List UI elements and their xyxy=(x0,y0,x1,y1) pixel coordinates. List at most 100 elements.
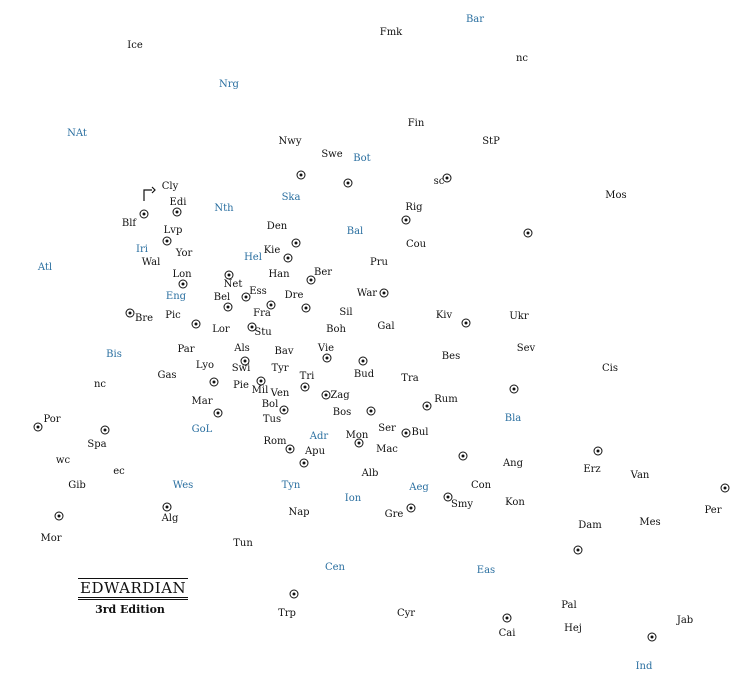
supply-center-icon xyxy=(296,170,306,180)
sea-label-bis: Bis xyxy=(106,349,122,360)
province-label-gre: Gre xyxy=(384,509,404,520)
supply-center-icon xyxy=(266,300,276,310)
supply-center-icon xyxy=(291,238,301,248)
province-label-fin: Fin xyxy=(407,118,425,129)
province-label-tyr: Tyr xyxy=(271,363,289,374)
province-label-kie: Kie xyxy=(263,245,281,256)
sea-label-nat: NAt xyxy=(67,128,87,139)
province-label-nc: nc xyxy=(515,53,529,64)
province-label-rig: Rig xyxy=(405,202,423,213)
province-label-ven: Ven xyxy=(270,388,290,399)
province-label-bel: Bel xyxy=(213,292,231,303)
province-label-ber: Ber xyxy=(313,267,333,278)
province-label-blf: Blf xyxy=(121,218,137,229)
supply-center-icon xyxy=(306,275,316,285)
supply-center-icon xyxy=(191,319,201,329)
supply-center-icon xyxy=(299,458,309,468)
province-label-ess: Ess xyxy=(249,286,267,297)
sea-label-adr: Adr xyxy=(309,431,329,442)
supply-center-icon xyxy=(139,209,149,219)
province-label-tun: Tun xyxy=(233,538,253,549)
province-label-jab: Jab xyxy=(676,615,694,626)
supply-center-icon xyxy=(401,428,411,438)
province-label-ec: ec xyxy=(113,466,125,477)
map-title: EDWARDIAN xyxy=(78,578,189,600)
sea-label-iri: Iri xyxy=(136,244,148,255)
province-label-per: Per xyxy=(704,505,722,516)
supply-center-icon xyxy=(358,356,368,366)
province-label-lyo: Lyo xyxy=(195,360,215,371)
supply-center-icon xyxy=(502,613,512,623)
province-label-alb: Alb xyxy=(361,468,379,479)
province-label-ukr: Ukr xyxy=(509,311,529,322)
province-label-nc2: nc xyxy=(93,379,107,390)
province-label-pic: Pic xyxy=(165,310,181,321)
sea-label-nrg: Nrg xyxy=(219,79,239,90)
supply-center-icon xyxy=(178,279,188,289)
province-label-tus: Tus xyxy=(262,414,282,425)
province-label-bol: Bol xyxy=(261,399,279,410)
province-label-mos: Mos xyxy=(605,190,627,201)
supply-center-icon xyxy=(256,376,266,386)
province-label-nap: Nap xyxy=(288,507,310,518)
supply-center-icon xyxy=(720,483,730,493)
supply-center-icon xyxy=(442,173,452,183)
sea-label-eng: Eng xyxy=(165,291,187,302)
supply-center-icon xyxy=(247,322,257,332)
clyde-arrow-icon xyxy=(143,186,156,201)
province-label-gas: Gas xyxy=(157,370,177,381)
province-label-als: Als xyxy=(234,343,250,354)
province-label-bos: Bos xyxy=(332,407,352,418)
province-label-wal: Wal xyxy=(141,257,161,268)
supply-center-icon xyxy=(54,511,64,521)
supply-center-icon xyxy=(283,253,293,263)
province-label-pal: Pal xyxy=(561,600,577,611)
supply-center-icon xyxy=(573,545,583,555)
province-label-lvp: Lvp xyxy=(163,225,183,236)
province-label-boh: Boh xyxy=(326,324,346,335)
province-label-mor: Mor xyxy=(40,533,62,544)
province-label-hej: Hej xyxy=(564,623,582,634)
sea-label-bal: Bal xyxy=(346,226,364,237)
province-label-por: Por xyxy=(43,414,61,425)
supply-center-icon xyxy=(461,318,471,328)
province-label-ang: Ang xyxy=(502,458,524,469)
province-label-bud: Bud xyxy=(353,369,375,380)
province-label-vie: Vie xyxy=(317,343,335,354)
supply-center-icon xyxy=(443,492,453,502)
supply-center-icon xyxy=(523,228,533,238)
province-label-han: Han xyxy=(268,269,290,280)
province-label-dre: Dre xyxy=(284,290,304,301)
province-label-stu: Stu xyxy=(254,327,272,338)
province-label-lor: Lor xyxy=(212,324,230,335)
sea-label-eas: Eas xyxy=(476,565,496,576)
province-label-yor: Yor xyxy=(175,248,193,259)
supply-center-icon xyxy=(213,408,223,418)
province-label-pru: Pru xyxy=(370,257,388,268)
sea-label-wes: Wes xyxy=(172,480,194,491)
province-label-rum: Rum xyxy=(434,394,458,405)
sea-label-ion: Ion xyxy=(344,493,362,504)
province-label-trp: Trp xyxy=(278,608,296,619)
province-label-smy: Smy xyxy=(451,499,473,510)
province-label-den: Den xyxy=(266,221,288,232)
sea-label-bla: Bla xyxy=(504,413,522,424)
province-label-dam: Dam xyxy=(578,520,602,531)
supply-center-icon xyxy=(458,451,468,461)
province-label-van: Van xyxy=(630,470,650,481)
province-label-cou: Cou xyxy=(405,239,427,250)
supply-center-icon xyxy=(300,382,310,392)
sea-label-bar: Bar xyxy=(465,14,485,25)
supply-center-icon xyxy=(343,178,353,188)
sea-label-hel: Hel xyxy=(244,252,262,263)
supply-center-icon xyxy=(406,503,416,513)
province-label-cyr: Cyr xyxy=(396,608,416,619)
province-label-spa: Spa xyxy=(87,439,107,450)
province-label-net: Net xyxy=(223,279,243,290)
supply-center-icon xyxy=(301,303,311,313)
province-label-rom: Rom xyxy=(263,436,287,447)
supply-center-icon xyxy=(125,308,135,318)
supply-center-icon xyxy=(172,207,182,217)
province-label-gib: Gib xyxy=(68,480,86,491)
